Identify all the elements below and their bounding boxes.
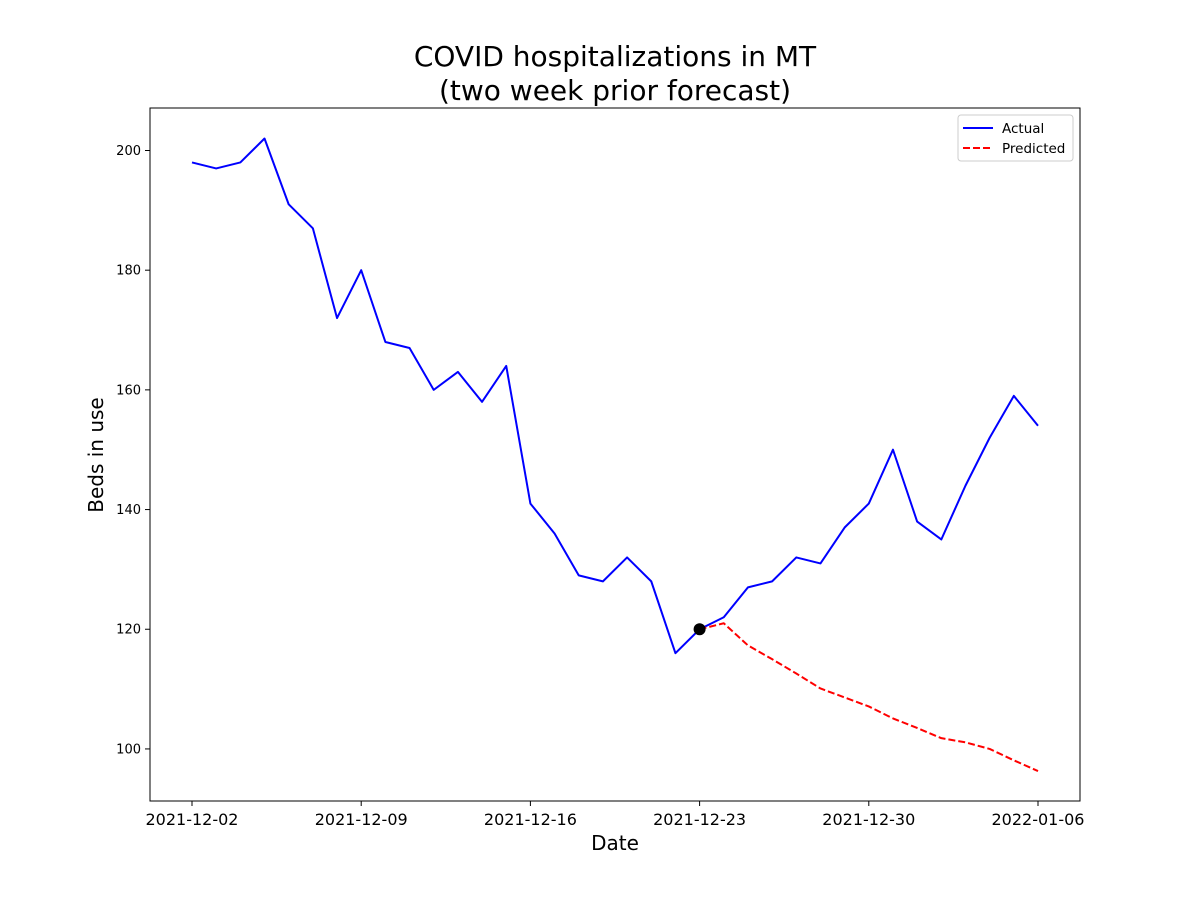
x-tick-label: 2021-12-30 [822,810,915,829]
legend-label-predicted: Predicted [1002,141,1065,157]
chart-title: COVID hospitalizations in MT [414,40,817,73]
legend: Actual Predicted [957,114,1074,162]
y-axis-label: Beds in use [84,397,108,513]
plot-area [191,137,1039,772]
x-tick-label: 2021-12-16 [484,810,577,829]
plot-frame [149,107,1081,802]
y-tick-label: 100 [116,742,141,757]
y-tick-label: 180 [116,264,141,279]
y-axis: 100 120 140 160 180 200 [116,144,150,757]
series-line-actual [191,137,1039,655]
y-tick-label: 120 [116,623,141,638]
series-line-predicted [699,622,1039,772]
forecast-start-marker [693,623,706,636]
y-tick-label: 200 [116,144,141,159]
legend-label-actual: Actual [1002,121,1044,137]
y-tick-label: 140 [116,503,141,518]
x-axis-label: Date [591,831,639,855]
x-tick-label: 2021-12-02 [146,810,239,829]
chart-subtitle: (two week prior forecast) [439,74,791,107]
legend-box [957,114,1074,162]
x-tick-label: 2022-01-06 [992,810,1085,829]
x-tick-label: 2021-12-09 [315,810,408,829]
x-axis: 2021-12-02 2021-12-09 2021-12-16 2021-12-23… [146,801,1085,829]
y-tick-label: 160 [116,383,141,398]
x-tick-label: 2021-12-23 [653,810,746,829]
